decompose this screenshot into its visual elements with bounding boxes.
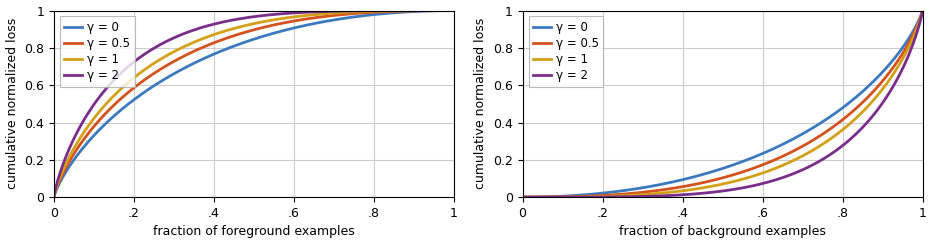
γ = 1 (757, 172, 768, 174)
Legend: γ = 0, γ = 0.5, γ = 1, γ = 2: γ = 0, γ = 0.5, γ = 1, γ = 2 (60, 16, 134, 87)
γ = 0.5 (201, 44, 212, 47)
γ = 0.5 (917, 9, 928, 12)
Legend: γ = 0, γ = 0.5, γ = 1, γ = 2: γ = 0, γ = 0.5, γ = 1, γ = 2 (528, 16, 603, 87)
γ = 1 (448, 9, 459, 12)
γ = 1 (201, 36, 212, 39)
Line: γ = 1: γ = 1 (523, 10, 923, 197)
γ = 1 (377, 10, 389, 12)
γ = 0.5 (517, 196, 528, 199)
γ = 0 (48, 195, 60, 198)
γ = 0 (517, 196, 528, 199)
γ = 1 (917, 9, 928, 12)
γ = 1 (121, 82, 132, 85)
γ = 2 (377, 9, 389, 12)
γ = 0 (777, 143, 788, 146)
γ = 0.5 (377, 10, 389, 13)
γ = 2 (590, 196, 601, 199)
γ = 1 (816, 144, 827, 147)
γ = 2 (517, 196, 528, 199)
Line: γ = 0.5: γ = 0.5 (523, 10, 923, 197)
γ = 2 (757, 182, 768, 185)
γ = 0.5 (670, 186, 681, 189)
γ = 0.5 (846, 111, 857, 114)
γ = 0.5 (590, 194, 601, 197)
γ = 2 (121, 67, 132, 70)
γ = 1 (846, 121, 857, 124)
γ = 1 (777, 164, 788, 167)
γ = 1 (670, 190, 681, 193)
γ = 0.5 (288, 20, 299, 22)
Line: γ = 0.5: γ = 0.5 (54, 10, 454, 197)
γ = 2 (308, 10, 320, 13)
γ = 0.5 (816, 134, 827, 137)
γ = 2 (846, 137, 857, 140)
γ = 0 (201, 56, 212, 59)
γ = 0.5 (308, 16, 320, 19)
Line: γ = 2: γ = 2 (54, 10, 454, 197)
Line: γ = 1: γ = 1 (54, 10, 454, 197)
γ = 0.5 (448, 9, 459, 12)
γ = 0 (757, 152, 768, 155)
γ = 0 (121, 104, 132, 107)
γ = 1 (48, 195, 60, 198)
γ = 0 (448, 9, 459, 12)
γ = 2 (777, 176, 788, 179)
Line: γ = 2: γ = 2 (523, 10, 923, 197)
Y-axis label: cumulative normalized loss: cumulative normalized loss (474, 18, 487, 190)
γ = 2 (201, 25, 212, 28)
γ = 0.5 (777, 155, 788, 158)
γ = 0.5 (757, 163, 768, 166)
γ = 0 (846, 100, 857, 102)
γ = 0.5 (347, 12, 358, 15)
γ = 0 (816, 121, 827, 124)
γ = 1 (288, 15, 299, 18)
γ = 0.5 (48, 195, 60, 198)
γ = 2 (670, 194, 681, 197)
Line: γ = 0: γ = 0 (523, 10, 923, 197)
Y-axis label: cumulative normalized loss: cumulative normalized loss (6, 18, 19, 190)
γ = 0 (377, 12, 389, 15)
γ = 2 (347, 10, 358, 12)
γ = 0 (308, 22, 320, 25)
γ = 1 (308, 13, 320, 16)
γ = 2 (48, 195, 60, 198)
γ = 0 (917, 9, 928, 12)
γ = 0.5 (121, 92, 132, 95)
γ = 1 (347, 10, 358, 13)
γ = 2 (448, 9, 459, 12)
γ = 1 (590, 195, 601, 198)
γ = 2 (917, 9, 928, 12)
X-axis label: fraction of foreground examples: fraction of foreground examples (153, 225, 355, 238)
γ = 2 (288, 11, 299, 14)
Line: γ = 0: γ = 0 (54, 10, 454, 197)
X-axis label: fraction of background examples: fraction of background examples (619, 225, 826, 238)
γ = 0 (288, 27, 299, 30)
γ = 0 (670, 180, 681, 183)
γ = 2 (816, 159, 827, 162)
γ = 0 (347, 16, 358, 19)
γ = 1 (517, 196, 528, 199)
γ = 0 (590, 193, 601, 195)
